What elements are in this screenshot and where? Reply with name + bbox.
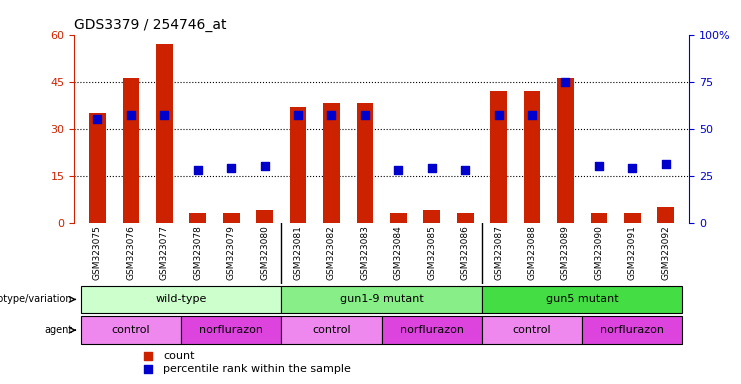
Bar [156, 44, 173, 222]
Point [526, 112, 538, 118]
FancyBboxPatch shape [582, 316, 682, 344]
Text: control: control [513, 325, 551, 335]
FancyBboxPatch shape [482, 286, 682, 313]
Text: GSM323082: GSM323082 [327, 226, 336, 280]
Text: genotype/variation: genotype/variation [0, 295, 73, 305]
Bar [657, 207, 674, 222]
Point [125, 112, 137, 118]
Text: gun1-9 mutant: gun1-9 mutant [339, 295, 424, 305]
FancyBboxPatch shape [382, 316, 482, 344]
Text: percentile rank within the sample: percentile rank within the sample [163, 364, 351, 374]
Point [593, 163, 605, 169]
Bar [323, 103, 340, 222]
Bar [122, 78, 139, 222]
Text: GSM323075: GSM323075 [93, 226, 102, 280]
Bar [524, 91, 540, 222]
Point [359, 112, 370, 118]
Text: GSM323087: GSM323087 [494, 226, 503, 280]
Point [459, 167, 471, 173]
Text: control: control [112, 325, 150, 335]
FancyBboxPatch shape [81, 316, 181, 344]
Bar [491, 91, 507, 222]
Bar [456, 213, 473, 222]
Text: GSM323080: GSM323080 [260, 226, 269, 280]
Text: control: control [312, 325, 350, 335]
Text: GSM323077: GSM323077 [160, 226, 169, 280]
Point [626, 165, 638, 171]
Bar [557, 78, 574, 222]
Text: GSM323078: GSM323078 [193, 226, 202, 280]
Text: GSM323085: GSM323085 [428, 226, 436, 280]
Point [325, 112, 337, 118]
Text: norflurazon: norflurazon [199, 325, 263, 335]
Text: gun5 mutant: gun5 mutant [546, 295, 619, 305]
Point [225, 165, 237, 171]
Point [159, 112, 170, 118]
Text: GSM323084: GSM323084 [393, 226, 403, 280]
Point [426, 165, 438, 171]
Text: norflurazon: norflurazon [399, 325, 464, 335]
FancyBboxPatch shape [181, 316, 282, 344]
Point [493, 112, 505, 118]
FancyBboxPatch shape [482, 316, 582, 344]
Text: agent: agent [44, 325, 73, 335]
Point [259, 163, 270, 169]
Bar [390, 213, 407, 222]
Point [393, 167, 405, 173]
Point [559, 78, 571, 84]
Text: GSM323086: GSM323086 [461, 226, 470, 280]
Text: GSM323088: GSM323088 [528, 226, 536, 280]
Text: GSM323090: GSM323090 [594, 226, 603, 280]
Point [292, 112, 304, 118]
Bar [89, 113, 106, 222]
Text: wild-type: wild-type [156, 295, 207, 305]
Bar [624, 213, 641, 222]
Text: GSM323076: GSM323076 [127, 226, 136, 280]
Point [192, 167, 204, 173]
Bar [190, 213, 206, 222]
Text: GSM323092: GSM323092 [661, 226, 670, 280]
Bar [256, 210, 273, 222]
Text: count: count [163, 351, 195, 361]
Text: GSM323091: GSM323091 [628, 226, 637, 280]
Point [92, 116, 104, 122]
Bar [423, 210, 440, 222]
Text: GSM323083: GSM323083 [360, 226, 370, 280]
Point [142, 366, 154, 372]
Bar [356, 103, 373, 222]
Point [659, 161, 671, 167]
Bar [591, 213, 607, 222]
Text: norflurazon: norflurazon [600, 325, 665, 335]
FancyBboxPatch shape [282, 316, 382, 344]
Text: GDS3379 / 254746_at: GDS3379 / 254746_at [74, 18, 227, 32]
Text: GSM323081: GSM323081 [293, 226, 302, 280]
Bar [290, 107, 307, 222]
Text: GSM323079: GSM323079 [227, 226, 236, 280]
Bar [223, 213, 239, 222]
FancyBboxPatch shape [282, 286, 482, 313]
FancyBboxPatch shape [81, 286, 282, 313]
Point [142, 353, 154, 359]
Text: GSM323089: GSM323089 [561, 226, 570, 280]
